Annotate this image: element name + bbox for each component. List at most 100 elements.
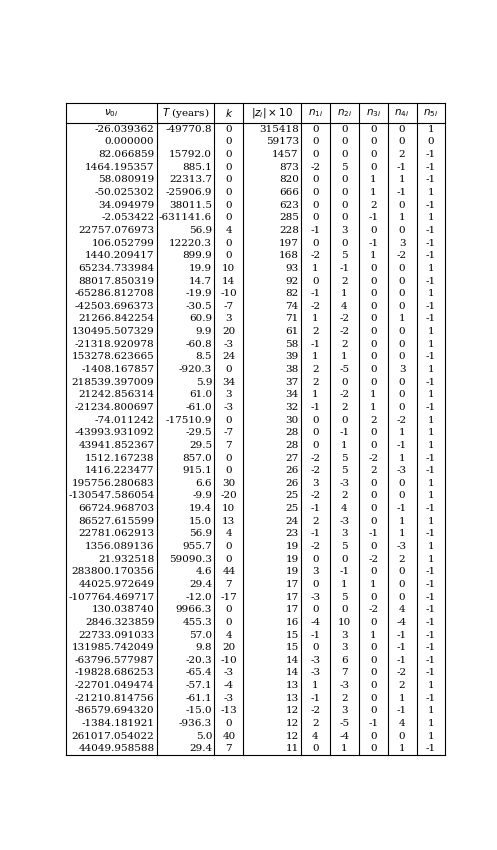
Text: 0: 0	[370, 314, 377, 324]
Text: 17: 17	[285, 580, 299, 589]
Text: -2: -2	[397, 252, 407, 260]
Text: 0: 0	[341, 150, 347, 159]
Text: 0: 0	[226, 416, 232, 425]
Text: -1: -1	[426, 150, 436, 159]
Text: 0: 0	[370, 592, 377, 602]
Text: 34.094979: 34.094979	[98, 201, 155, 210]
Text: 58.080919: 58.080919	[98, 175, 155, 184]
Text: 11: 11	[285, 745, 299, 753]
Text: -1: -1	[426, 466, 436, 475]
Text: 0: 0	[370, 706, 377, 716]
Text: 0: 0	[399, 403, 406, 412]
Text: 66724.968703: 66724.968703	[78, 504, 155, 513]
Text: -22701.049474: -22701.049474	[75, 681, 155, 690]
Text: 0: 0	[226, 201, 232, 210]
Text: 2: 2	[399, 681, 406, 690]
Text: 39: 39	[285, 353, 299, 361]
Text: 56.9: 56.9	[189, 530, 212, 538]
Text: 13: 13	[285, 694, 299, 703]
Text: -1: -1	[426, 162, 436, 172]
Text: -1: -1	[426, 643, 436, 652]
Text: 4: 4	[341, 504, 347, 513]
Text: 19: 19	[285, 567, 299, 576]
Text: 1: 1	[427, 542, 434, 551]
Text: -21318.920978: -21318.920978	[75, 340, 155, 348]
Text: 5.0: 5.0	[196, 732, 212, 740]
Text: 4: 4	[226, 530, 232, 538]
Text: 4: 4	[312, 732, 319, 740]
Text: 915.1: 915.1	[182, 466, 212, 475]
Text: 0: 0	[399, 491, 406, 501]
Text: 1: 1	[427, 289, 434, 298]
Text: 12220.3: 12220.3	[169, 239, 212, 247]
Text: 4: 4	[399, 719, 406, 728]
Text: 86527.615599: 86527.615599	[78, 517, 155, 526]
Text: 0: 0	[399, 125, 406, 133]
Text: 4: 4	[226, 226, 232, 235]
Text: 0: 0	[312, 138, 319, 146]
Text: 12: 12	[285, 732, 299, 740]
Text: 1: 1	[427, 732, 434, 740]
Text: 20: 20	[222, 327, 236, 336]
Text: 0: 0	[370, 353, 377, 361]
Text: 955.7: 955.7	[182, 542, 212, 551]
Text: 2: 2	[312, 377, 319, 387]
Text: 38011.5: 38011.5	[169, 201, 212, 210]
Text: -2: -2	[311, 491, 321, 501]
Text: 1: 1	[370, 188, 377, 197]
Text: 59090.3: 59090.3	[169, 555, 212, 564]
Text: -17: -17	[221, 592, 237, 602]
Text: 15792.0: 15792.0	[169, 150, 212, 159]
Text: 0: 0	[399, 340, 406, 348]
Text: 0: 0	[370, 504, 377, 513]
Text: 0: 0	[312, 125, 319, 133]
Text: 1: 1	[399, 530, 406, 538]
Text: 0: 0	[312, 239, 319, 247]
Text: -1: -1	[426, 175, 436, 184]
Text: 1: 1	[312, 353, 319, 361]
Text: 1: 1	[427, 517, 434, 526]
Text: 2: 2	[341, 491, 347, 501]
Text: 0: 0	[370, 264, 377, 273]
Text: 0: 0	[312, 416, 319, 425]
Text: -107764.469717: -107764.469717	[68, 592, 155, 602]
Text: -1: -1	[426, 605, 436, 615]
Text: 1: 1	[427, 479, 434, 488]
Text: 857.0: 857.0	[182, 454, 212, 462]
Text: -1: -1	[311, 694, 321, 703]
Text: -936.3: -936.3	[179, 719, 212, 728]
Text: 2: 2	[312, 719, 319, 728]
Text: 25: 25	[285, 504, 299, 513]
Text: 0: 0	[370, 681, 377, 690]
Text: -19.9: -19.9	[185, 289, 212, 298]
Text: -2: -2	[311, 252, 321, 260]
Text: 0: 0	[226, 138, 232, 146]
Text: 0: 0	[370, 567, 377, 576]
Text: 1: 1	[427, 390, 434, 400]
Text: -1: -1	[311, 504, 321, 513]
Text: -1: -1	[426, 302, 436, 311]
Text: 3: 3	[312, 567, 319, 576]
Text: 0: 0	[226, 542, 232, 551]
Text: 0: 0	[312, 745, 319, 753]
Text: -1384.181921: -1384.181921	[82, 719, 155, 728]
Text: -1: -1	[426, 353, 436, 361]
Text: 1: 1	[341, 353, 347, 361]
Text: 0: 0	[370, 618, 377, 627]
Text: 61.0: 61.0	[189, 390, 212, 400]
Text: 15.0: 15.0	[189, 517, 212, 526]
Text: 0: 0	[341, 605, 347, 615]
Text: -130547.586054: -130547.586054	[68, 491, 155, 501]
Text: -1: -1	[311, 340, 321, 348]
Text: 0: 0	[370, 276, 377, 286]
Text: -4: -4	[339, 732, 349, 740]
Text: 1: 1	[370, 403, 377, 412]
Text: -25906.9: -25906.9	[166, 188, 212, 197]
Text: -631141.6: -631141.6	[159, 213, 212, 223]
Text: -3: -3	[224, 668, 234, 677]
Text: 44025.972649: 44025.972649	[78, 580, 155, 589]
Text: -2: -2	[339, 390, 349, 400]
Text: 0: 0	[370, 289, 377, 298]
Text: 0: 0	[399, 732, 406, 740]
Text: 22757.076973: 22757.076973	[78, 226, 155, 235]
